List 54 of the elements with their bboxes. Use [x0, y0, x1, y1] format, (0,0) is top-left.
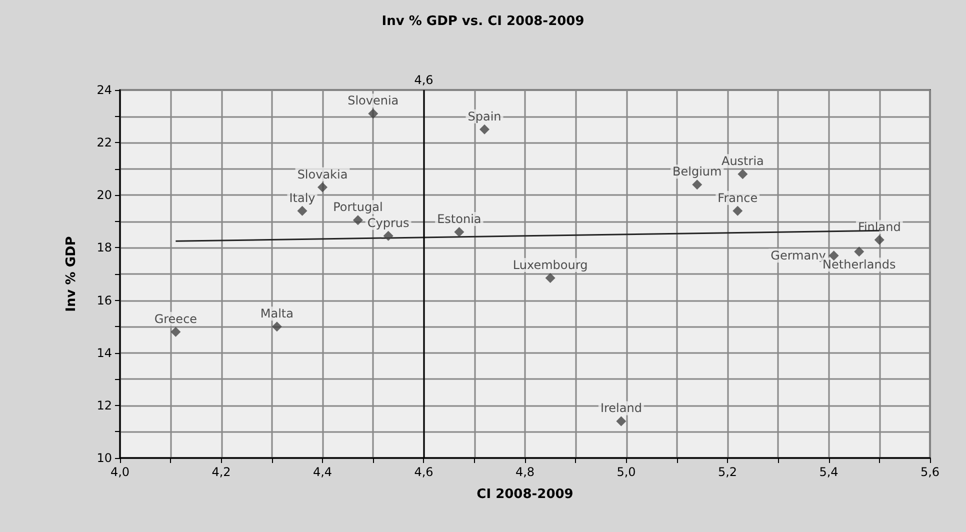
chart-title: Inv % GDP vs. CI 2008-2009: [382, 14, 584, 29]
y-tick-label: 24: [96, 83, 112, 97]
annotation: Belgium: [672, 164, 722, 179]
point: [738, 169, 748, 180]
y-axis-title: Inv % GDP: [64, 236, 79, 312]
annotation: Slovenia: [348, 94, 399, 108]
x-tick-label: 5,0: [616, 465, 636, 479]
x-tick-label: 5,4: [819, 465, 838, 479]
annotation: Spain: [468, 109, 502, 124]
x-tick-label: 5,6: [920, 465, 940, 479]
annotation: Greece: [154, 312, 198, 326]
annotation: Ireland: [600, 401, 642, 416]
y-tick-label: 12: [96, 398, 112, 412]
point: [616, 416, 626, 426]
point: [854, 246, 864, 257]
annotation: Netherlands: [822, 258, 896, 272]
annotation: Austria: [721, 154, 764, 168]
point: [272, 322, 282, 332]
annotation: Cyprus: [367, 216, 410, 230]
x-tick-label: 5,2: [718, 465, 738, 479]
y-tick-label: 22: [96, 136, 112, 150]
annotation: Malta: [260, 306, 294, 321]
point: [318, 182, 328, 192]
annotation: Estonia: [437, 212, 482, 226]
annotation: Luxembourg: [512, 258, 588, 272]
x-tick-label: 4,2: [212, 465, 231, 479]
annotation: Finland: [858, 220, 901, 234]
x-tick-label: 4,8: [515, 465, 535, 479]
x-axis-title: CI 2008-2009: [476, 487, 574, 502]
annotation: France: [718, 190, 758, 205]
point: [545, 272, 556, 283]
y-tick-label: 10: [96, 451, 112, 465]
point: [383, 230, 394, 241]
annotation: Germany: [770, 248, 826, 263]
point: [480, 124, 490, 134]
point: [692, 180, 702, 190]
y-tick-label: 14: [96, 346, 112, 360]
x-tick-label: 4,0: [110, 465, 130, 479]
y-tick-label: 16: [96, 293, 112, 308]
point: [368, 108, 378, 119]
x-tick-label: 4,6: [414, 465, 434, 479]
ref-line-label: 4,6: [414, 73, 434, 87]
y-tick-label: 18: [96, 240, 112, 255]
point: [352, 215, 363, 226]
annotation: Italy: [289, 190, 316, 205]
point: [297, 206, 308, 216]
annotation: Slovakia: [297, 167, 348, 182]
point: [454, 226, 464, 237]
point: [874, 234, 884, 245]
point: [732, 206, 743, 216]
x-tick-label: 4,4: [312, 465, 332, 479]
point: [170, 326, 181, 337]
y-tick-label: 20: [96, 188, 112, 202]
annotation: Portugal: [333, 200, 383, 214]
